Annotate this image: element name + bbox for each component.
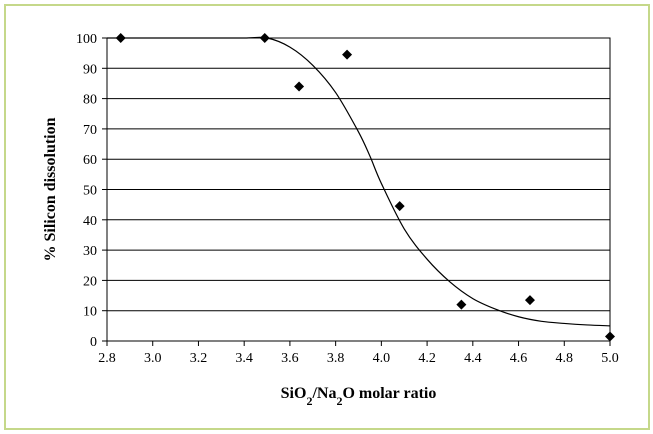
y-tick-label: 10 [83,305,97,320]
axes [102,37,611,346]
y-tick-label: 50 [83,184,97,199]
data-point [456,299,467,310]
fit-curve-group [106,36,611,327]
data-point [394,201,405,212]
x-tick-label: 4.0 [373,351,391,366]
x-tick-label: 3.0 [144,351,162,366]
data-points [115,33,615,342]
x-axis-title-part: O molar ratio [342,385,436,402]
x-axis-title-part: /Na [311,385,336,402]
x-tick-label: 3.2 [190,351,208,366]
x-tick-label: 5.0 [601,351,619,366]
data-point [294,81,305,92]
x-axis-title-part: SiO [281,385,307,402]
y-tick-labels: 0 10 20 30 40 50 60 70 80 90 100 [76,32,97,350]
x-tick-label: 4.4 [464,351,482,366]
y-tick-label: 90 [83,62,97,77]
x-tick-label: 3.6 [281,351,299,366]
x-tick-labels: 2.8 3.0 3.2 3.4 3.6 3.8 4.0 4.2 4.4 4.6 4.8 5.0 [98,351,619,366]
x-axis-title-subscript: 2 [336,394,342,408]
chart: 0 10 20 30 40 50 60 70 80 90 100 2.8 3.0 3.2 3.4 3.6 3.… [42,32,619,408]
y-tick-label: 100 [76,32,97,47]
y-tick-label: 0 [90,335,97,350]
fit-curve [106,36,611,327]
plot-area-border [106,37,611,342]
data-point [605,331,615,342]
y-tick-label: 60 [83,153,97,168]
chart-frame: 0 10 20 30 40 50 60 70 80 90 100 2.8 3.0 3.2 3.4 3.6 3.… [4,4,650,430]
data-point [342,49,353,60]
x-tick-label: 4.2 [418,351,436,366]
y-tick-label: 80 [83,93,97,108]
y-tick-label: 70 [83,123,97,138]
x-tick-label: 2.8 [98,351,116,366]
y-axis-title: % Silicon dissolution [42,117,59,261]
x-tick-label: 4.8 [556,351,574,366]
data-point [115,33,126,43]
data-point [524,295,535,306]
grid-lines [107,37,610,342]
y-tick-label: 30 [83,244,97,259]
x-tick-label: 3.4 [235,351,253,366]
x-axis-title-subscript: 2 [306,394,312,408]
x-axis-title: SiO2/Na2O molar ratio [281,385,437,408]
x-tick-label: 4.6 [510,351,528,366]
y-tick-label: 20 [83,274,97,289]
data-point [259,33,270,43]
x-tick-label: 3.8 [327,351,345,366]
y-tick-label: 40 [83,214,97,229]
